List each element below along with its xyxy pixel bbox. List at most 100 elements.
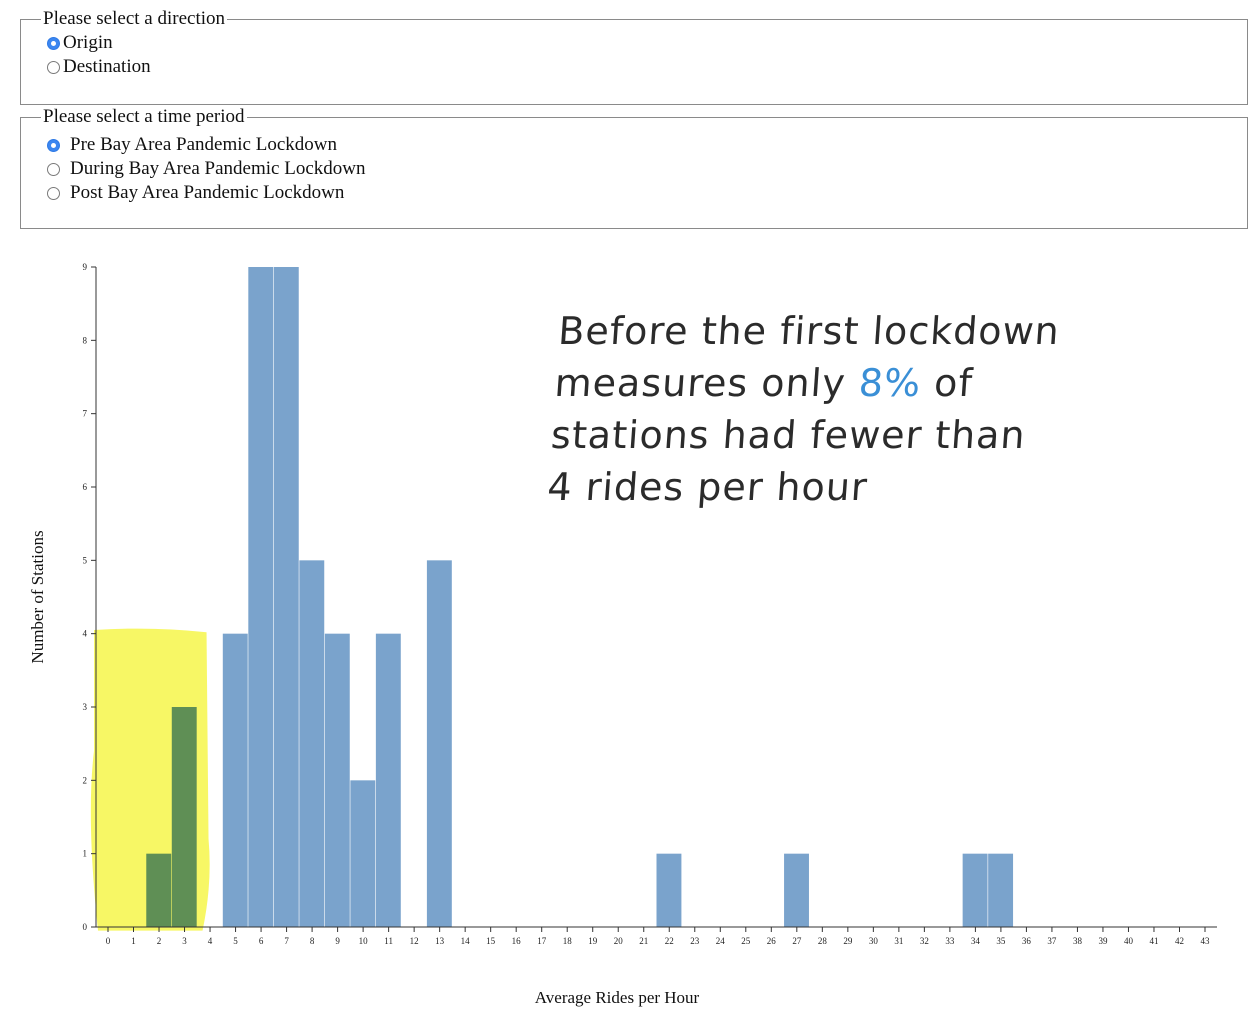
x-tick-label: 30 [869, 936, 879, 946]
x-tick-label: 28 [818, 936, 828, 946]
bar-6 [248, 267, 274, 927]
x-tick-label: 42 [1175, 936, 1184, 946]
x-tick-label: 7 [284, 936, 289, 946]
x-tick-label: 43 [1201, 936, 1211, 946]
x-tick-label: 6 [259, 936, 264, 946]
x-tick-label: 26 [767, 936, 777, 946]
y-tick-label: 2 [83, 775, 88, 785]
annotation-line-2: measures only 8% of [553, 357, 1247, 409]
y-tick-label: 6 [83, 482, 88, 492]
x-tick-label: 36 [1022, 936, 1032, 946]
direction-fieldset: Please select a direction Origin Destina… [20, 9, 1248, 105]
x-tick-label: 29 [843, 936, 853, 946]
x-tick-label: 15 [486, 936, 496, 946]
x-tick-label: 5 [233, 936, 238, 946]
origin-label: Origin [63, 32, 113, 53]
origin-radio[interactable] [47, 36, 60, 50]
period-option-pre[interactable]: Pre Bay Area Pandemic Lockdown [47, 133, 1239, 157]
x-tick-label: 0 [106, 936, 111, 946]
x-tick-label: 18 [563, 936, 573, 946]
x-tick-label: 40 [1124, 936, 1134, 946]
x-tick-label: 23 [690, 936, 700, 946]
x-tick-label: 32 [920, 936, 929, 946]
bar-9 [324, 633, 350, 927]
x-tick-label: 33 [945, 936, 955, 946]
bar-22 [656, 853, 682, 927]
y-tick-label: 8 [83, 335, 88, 345]
x-tick-label: 21 [639, 936, 648, 946]
post-lockdown-radio[interactable] [47, 186, 60, 200]
y-tick-label: 4 [83, 629, 88, 639]
x-tick-label: 14 [461, 936, 471, 946]
direction-option-destination[interactable]: Destination [47, 55, 1239, 79]
during-lockdown-radio[interactable] [47, 162, 60, 176]
direction-option-origin[interactable]: Origin [47, 31, 1239, 55]
period-option-during[interactable]: During Bay Area Pandemic Lockdown [47, 157, 1239, 181]
time-period-legend: Please select a time period [43, 106, 245, 127]
x-tick-label: 34 [971, 936, 981, 946]
y-tick-label: 5 [83, 555, 88, 565]
x-tick-label: 37 [1047, 936, 1057, 946]
x-tick-label: 38 [1073, 936, 1083, 946]
bar-13 [426, 560, 452, 927]
annotation-line-2-post: of [919, 361, 975, 405]
x-tick-label: 10 [359, 936, 369, 946]
x-tick-label: 22 [665, 936, 674, 946]
time-period-fieldset: Please select a time period Pre Bay Area… [20, 107, 1248, 229]
handwritten-annotation: Before the first lockdown measures only … [546, 305, 1250, 513]
bar-8 [299, 560, 325, 927]
x-tick-label: 17 [537, 936, 547, 946]
x-tick-label: 8 [310, 936, 315, 946]
pre-lockdown-label: Pre Bay Area Pandemic Lockdown [70, 134, 337, 155]
x-axis-title: Average Rides per Hour [535, 988, 700, 1007]
bar-34 [962, 853, 988, 927]
x-tick-label: 3 [182, 936, 187, 946]
x-tick-label: 20 [614, 936, 624, 946]
bar-2 [146, 853, 172, 927]
destination-label: Destination [63, 56, 151, 77]
y-tick-label: 1 [83, 849, 88, 859]
x-tick-label: 4 [208, 936, 213, 946]
pre-lockdown-radio[interactable] [47, 138, 60, 152]
x-tick-label: 16 [512, 936, 522, 946]
bar-3 [171, 707, 197, 927]
destination-radio[interactable] [47, 60, 60, 74]
direction-legend: Please select a direction [43, 8, 226, 29]
bar-10 [350, 780, 376, 927]
x-tick-label: 39 [1098, 936, 1108, 946]
bar-11 [375, 633, 401, 927]
bar-5 [222, 633, 248, 927]
y-tick-label: 3 [83, 702, 88, 712]
x-tick-label: 25 [741, 936, 751, 946]
x-tick-label: 1 [131, 936, 136, 946]
annotation-highlight-percent: 8% [857, 361, 923, 405]
x-tick-label: 2 [157, 936, 162, 946]
annotation-line-3: stations had fewer than [549, 413, 1028, 457]
x-tick-label: 41 [1149, 936, 1158, 946]
x-tick-label: 12 [410, 936, 419, 946]
bar-35 [988, 853, 1014, 927]
annotation-line-4: 4 rides per hour [546, 465, 870, 509]
annotation-line-1: Before the first lockdown [556, 309, 1062, 353]
bar-27 [784, 853, 809, 927]
x-tick-label: 27 [792, 936, 802, 946]
x-tick-label: 35 [996, 936, 1006, 946]
annotation-line-2-pre: measures only [553, 361, 861, 405]
during-lockdown-label: During Bay Area Pandemic Lockdown [70, 158, 366, 179]
period-option-post[interactable]: Post Bay Area Pandemic Lockdown [47, 181, 1239, 205]
x-tick-label: 13 [435, 936, 445, 946]
y-tick-label: 7 [83, 409, 88, 419]
bar-7 [273, 267, 299, 927]
bars-layer [146, 267, 1014, 927]
y-tick-label: 0 [83, 922, 88, 932]
x-tick-label: 24 [716, 936, 726, 946]
x-tick-label: 11 [384, 936, 393, 946]
x-tick-label: 9 [335, 936, 340, 946]
y-axis-title: Number of Stations [28, 530, 47, 663]
y-tick-label: 9 [83, 262, 88, 272]
x-tick-label: 31 [894, 936, 903, 946]
post-lockdown-label: Post Bay Area Pandemic Lockdown [70, 182, 345, 203]
x-tick-label: 19 [588, 936, 598, 946]
